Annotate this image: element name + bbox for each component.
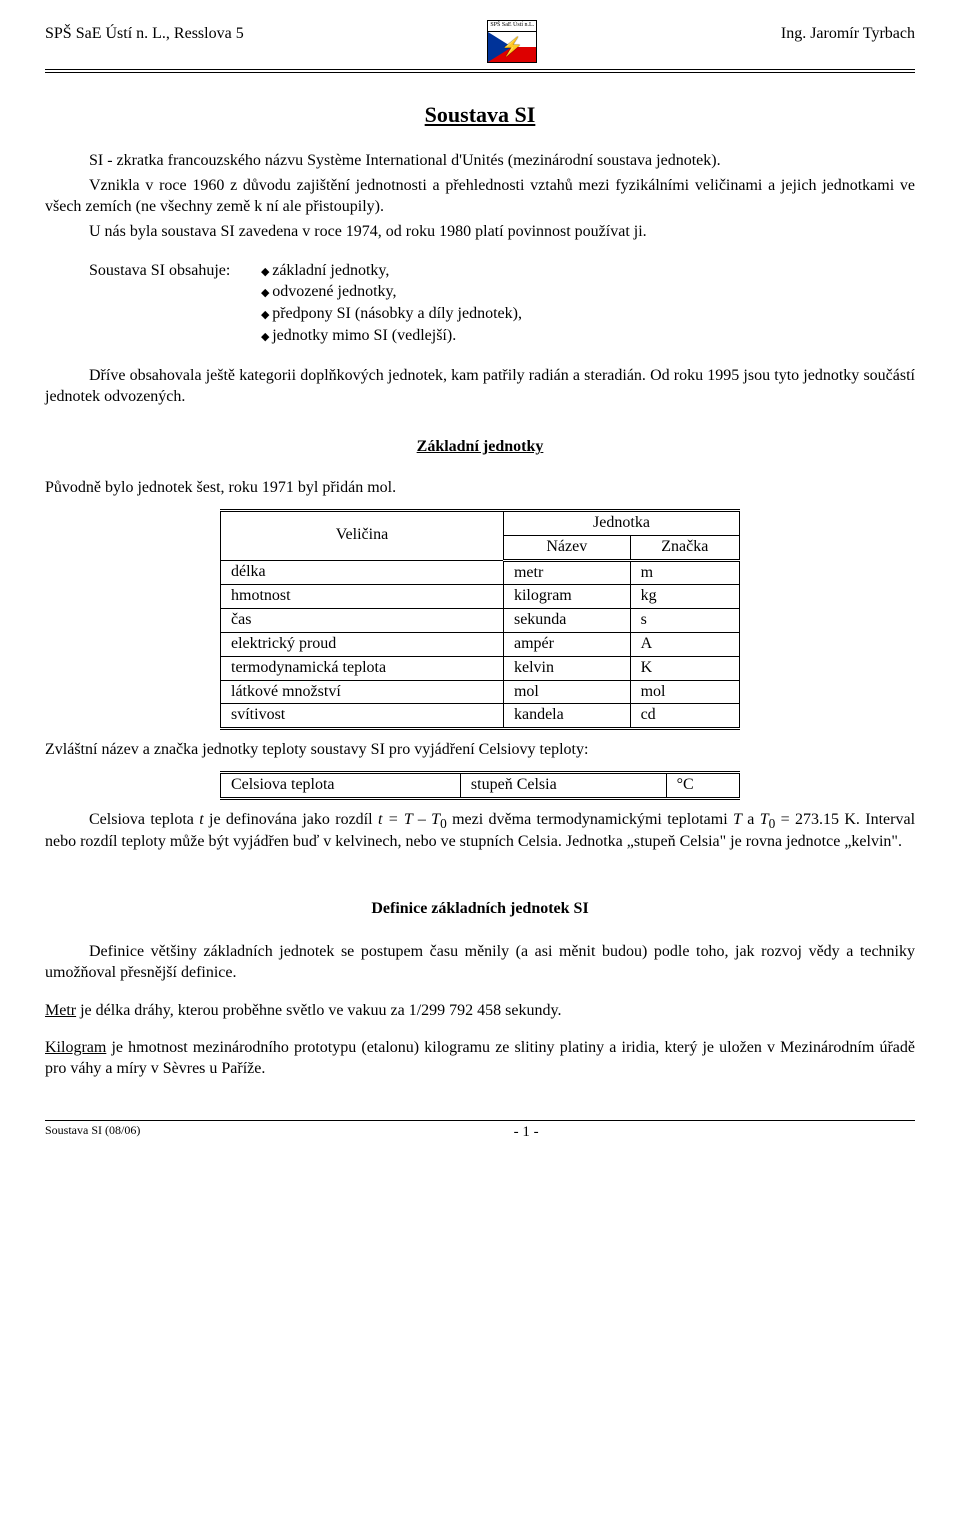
cell-nazev: kilogram [503, 585, 630, 609]
cell-znacka: cd [630, 704, 739, 729]
th-jednotka: Jednotka [503, 510, 739, 535]
def-text-metr: je délka dráhy, kterou proběhne světlo v… [76, 1002, 561, 1019]
table-row: Celsiova teplota stupeň Celsia °C [221, 772, 740, 798]
intro-p3: U nás byla soustava SI zavedena v roce 1… [45, 222, 915, 243]
cell-znacka: A [630, 632, 739, 656]
page-header: SPŠ SaE Ústí n. L., Resslova 5 SPŠ SaE Ú… [45, 20, 915, 63]
cell-velicina: termodynamická teplota [221, 656, 504, 680]
header-right: Ing. Jaromír Tyrbach [781, 20, 915, 45]
cell-nazev: ampér [503, 632, 630, 656]
celsius-table: Celsiova teplota stupeň Celsia °C [220, 771, 740, 800]
def-term-kilogram: Kilogram [45, 1039, 106, 1056]
para-zvlastni: Zvláštní název a značka jednotky teploty… [45, 740, 915, 761]
cell-nazev: metr [503, 560, 630, 585]
cell-znacka: mol [630, 680, 739, 704]
th-nazev: Název [503, 535, 630, 560]
subsection-definitions: Definice základních jednotek SI [45, 899, 915, 920]
contains-block: Soustava SI obsahuje: základní jednotky,… [45, 261, 915, 348]
school-logo: SPŠ SaE Ústí n.L. ⚡ [487, 20, 537, 63]
intro-p1: SI - zkratka francouzského názvu Système… [45, 151, 915, 172]
table-row: čas sekunda s [221, 609, 740, 633]
table-row: délka metr m [221, 560, 740, 585]
cell-velicina: délka [221, 560, 504, 585]
para-puvodne: Původně bylo jednotek šest, roku 1971 by… [45, 478, 915, 499]
def-kilogram: Kilogram je hmotnost mezinárodního proto… [45, 1038, 915, 1080]
th-znacka: Značka [630, 535, 739, 560]
cell-znacka: s [630, 609, 739, 633]
para-def-intro: Definice většiny základních jednotek se … [45, 942, 915, 984]
intro-block: SI - zkratka francouzského názvu Système… [45, 151, 915, 242]
cell-velicina: čas [221, 609, 504, 633]
cell-nazev: kandela [503, 704, 630, 729]
page-footer: Soustava SI (08/06) - 1 - [45, 1120, 915, 1143]
basic-units-table: Veličina Jednotka Název Značka délka met… [220, 509, 740, 730]
header-rule-bottom [45, 72, 915, 73]
para-celsius: Celsiova teplota t je definována jako ro… [45, 810, 915, 853]
contains-item: jednotky mimo SI (vedlejší). [261, 326, 915, 347]
table-row: elektrický proud ampér A [221, 632, 740, 656]
cell-znacka: °C [666, 772, 739, 798]
header-left: SPŠ SaE Ústí n. L., Resslova 5 [45, 20, 244, 45]
table-row: látkové množství mol mol [221, 680, 740, 704]
cell-velicina: látkové množství [221, 680, 504, 704]
cell-nazev: stupeň Celsia [460, 772, 666, 798]
section-basic-units: Základní jednotky [45, 437, 915, 458]
cell-nazev: mol [503, 680, 630, 704]
def-text-kilogram: je hmotnost mezinárodního prototypu (eta… [45, 1039, 915, 1077]
def-metr: Metr je délka dráhy, kterou proběhne svě… [45, 1001, 915, 1022]
footer-right-spacer [912, 1123, 915, 1143]
page-number: - 1 - [514, 1123, 539, 1143]
header-rule-top [45, 69, 915, 70]
def-term-metr: Metr [45, 1002, 76, 1019]
intro-p2: Vznikla v roce 1960 z důvodu zajištění j… [45, 176, 915, 218]
cell-velicina: hmotnost [221, 585, 504, 609]
table-row: termodynamická teplota kelvin K [221, 656, 740, 680]
contains-item: předpony SI (násobky a díly jednotek), [261, 304, 915, 325]
contains-label: Soustava SI obsahuje: [45, 261, 261, 348]
contains-item: odvozené jednotky, [261, 282, 915, 303]
cell-nazev: kelvin [503, 656, 630, 680]
cell-velicina: elektrický proud [221, 632, 504, 656]
contains-item: základní jednotky, [261, 261, 915, 282]
contains-items: základní jednotky, odvozené jednotky, př… [261, 261, 915, 348]
table-row: hmotnost kilogram kg [221, 585, 740, 609]
cell-znacka: m [630, 560, 739, 585]
bolt-icon: ⚡ [501, 35, 523, 58]
footer-left: Soustava SI (08/06) [45, 1123, 140, 1143]
table-row: svítivost kandela cd [221, 704, 740, 729]
cell-znacka: K [630, 656, 739, 680]
logo-caption: SPŠ SaE Ústí n.L. [488, 21, 536, 32]
cell-velicina: Celsiova teplota [221, 772, 461, 798]
para-drive: Dříve obsahovala ještě kategorii doplňko… [45, 366, 915, 408]
footer-rule [45, 1120, 915, 1121]
cell-velicina: svítivost [221, 704, 504, 729]
th-velicina: Veličina [221, 510, 504, 560]
cell-znacka: kg [630, 585, 739, 609]
cell-nazev: sekunda [503, 609, 630, 633]
page-title: Soustava SI [45, 101, 915, 130]
